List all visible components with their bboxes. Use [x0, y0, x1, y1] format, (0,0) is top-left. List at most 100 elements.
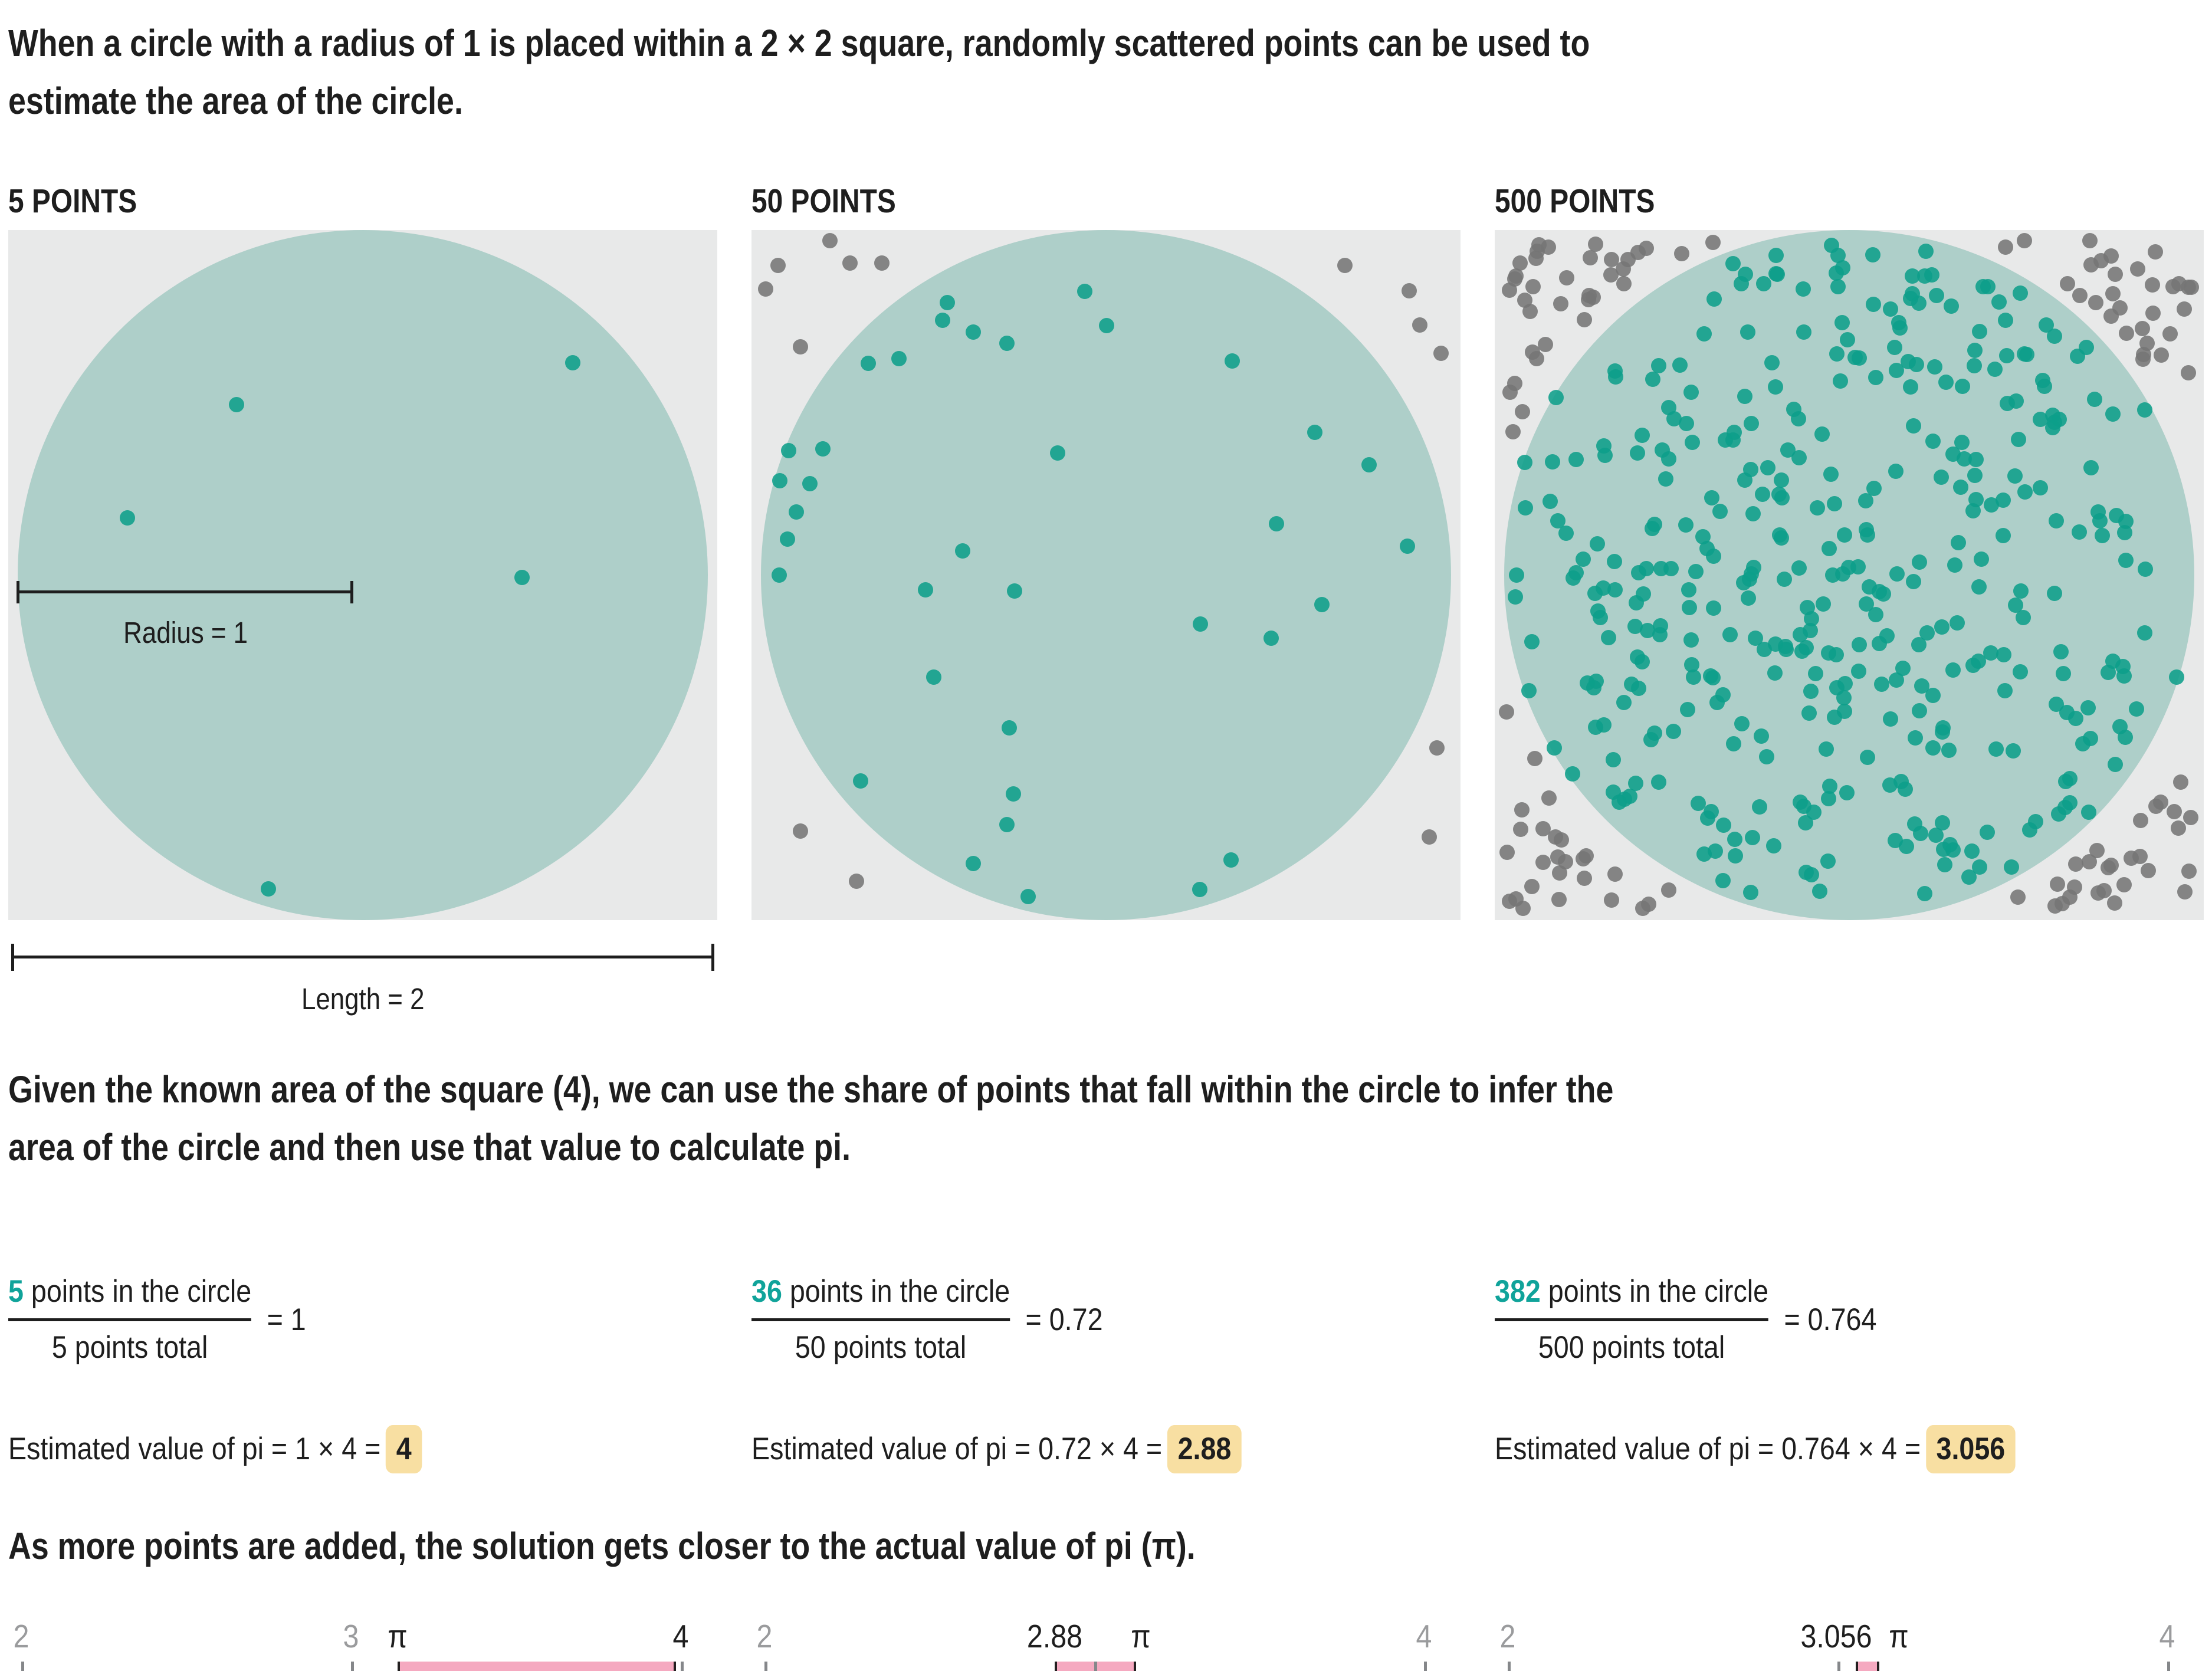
- scatter-dot-inside: [2059, 704, 2075, 720]
- scatter-dot-inside: [1716, 817, 1732, 833]
- scatter-dot-inside: [1760, 460, 1776, 476]
- panel-header-label: 500 POINTS: [1495, 182, 1655, 220]
- scatter-dot-inside: [1743, 566, 1759, 582]
- scatter-dot-inside: [1935, 720, 1951, 736]
- scatter-dot-inside: [1964, 843, 1980, 859]
- scatter-dot-inside: [1726, 736, 1742, 752]
- scatter-dot-inside: [1999, 348, 2015, 364]
- scatter-dot-inside: [2086, 392, 2102, 408]
- scatter-dot-inside: [1879, 628, 1895, 644]
- closing-heading-line: As more points are added, the solution g…: [8, 1525, 1196, 1567]
- scatter-dot-inside: [1816, 596, 1832, 612]
- scatter-dot-outside: [1553, 296, 1568, 312]
- scatter-dot-inside: [1050, 445, 1066, 461]
- scatter-dot-inside: [1700, 810, 1716, 826]
- scatter-dot-inside: [1899, 839, 1915, 855]
- scatter-dot-inside: [2004, 859, 2020, 875]
- scatter-dot-outside: [2134, 320, 2150, 336]
- scatter-dot-inside: [1696, 326, 1712, 342]
- scatter-dot-outside: [1552, 865, 1568, 881]
- intro-heading-line1: When a circle with a radius of 1 is plac…: [8, 22, 1590, 64]
- scatter-dot-inside: [1605, 751, 1621, 767]
- scatter-dot-inside: [1576, 551, 1591, 567]
- scatter-dot-inside: [1722, 626, 1738, 642]
- scatter-dot-inside: [1263, 631, 1279, 646]
- scatter-dot-inside: [2013, 285, 2029, 301]
- scatter-dot-inside: [1954, 435, 1970, 451]
- scatter-dot-inside: [2005, 743, 2021, 759]
- scatter-dot-inside: [1587, 586, 1603, 601]
- scatter-dot-inside: [1925, 434, 1941, 449]
- scatter-dot-inside: [2053, 644, 2069, 659]
- scatter-dot-inside: [1704, 490, 1719, 505]
- scatter-dot-inside: [1791, 560, 1807, 576]
- scatter-dot-inside: [2128, 701, 2144, 717]
- scatter-dot-outside: [1524, 879, 1540, 895]
- scatter-dot-inside: [1892, 320, 1908, 336]
- scatter-dot-outside: [2088, 294, 2103, 310]
- scatter-dot-inside: [1911, 702, 1927, 718]
- scatter-dot-inside: [1627, 775, 1643, 791]
- scatter-dot-outside: [1499, 844, 1515, 860]
- scatter-dot-inside: [1728, 848, 1744, 864]
- scatter-dot-inside: [2109, 507, 2125, 523]
- scatter-dot-outside: [1553, 832, 1569, 848]
- scatter-dot-inside: [1665, 723, 1681, 739]
- scatter-dot-inside: [1653, 618, 1669, 634]
- scatter-dot-outside: [1583, 249, 1599, 265]
- scatter-dot-inside: [1933, 469, 1949, 485]
- scatter-dot-inside: [2047, 329, 2063, 344]
- scatter-dot-inside: [1950, 615, 1965, 631]
- scatter-dot-outside: [1507, 376, 1522, 392]
- scatter-dot-outside: [2181, 863, 2197, 879]
- inscribed-circle: [761, 230, 1451, 920]
- scatter-dot-inside: [1840, 332, 1856, 348]
- scatter-dot-inside: [2007, 468, 2023, 484]
- scatter-dot-outside: [849, 873, 865, 889]
- scatter-dot-inside: [1967, 467, 1983, 483]
- scatter-dot-inside: [1630, 445, 1646, 461]
- scatter-dot-inside: [1907, 730, 1923, 746]
- scatter-dot-outside: [2135, 352, 2151, 367]
- number-line-500-points: 2 3.056 π 4: [1495, 1607, 2204, 1671]
- scatter-dot-outside: [842, 255, 858, 271]
- scatter-dot-inside: [1995, 528, 2011, 544]
- scatter-dot-outside: [1528, 350, 1544, 366]
- scatter-dot-inside: [1942, 836, 1958, 852]
- scatter-dot-inside: [1098, 317, 1114, 333]
- panel-header-label: 5 POINTS: [8, 182, 137, 220]
- inscribed-circle: [18, 230, 708, 920]
- scatter-dot-inside: [1683, 632, 1699, 648]
- scatter-dot-inside: [2137, 402, 2153, 418]
- scatter-dot-inside: [1836, 527, 1852, 543]
- scatter-dot-outside: [1429, 740, 1445, 756]
- scatter-dot-inside: [1672, 357, 1688, 373]
- scatter-dot-outside: [2103, 857, 2119, 873]
- scatter-dot-inside: [1796, 324, 1812, 340]
- scatter-dot-inside: [1758, 748, 1774, 764]
- scatter-dot-outside: [1638, 241, 1654, 257]
- scatter-dot-inside: [1705, 600, 1721, 616]
- scatter-dot-inside: [1715, 873, 1731, 889]
- scatter-dot-inside: [1967, 357, 1983, 373]
- scatter-dot-inside: [1825, 567, 1841, 583]
- scatter-dot-inside: [2112, 719, 2128, 735]
- scatter-dot-inside: [1975, 279, 1991, 295]
- scatter-dot-outside: [2116, 876, 2132, 892]
- scatter-dot-inside: [1767, 665, 1783, 681]
- scatter-dot-outside: [2181, 365, 2197, 381]
- fraction: 5 points in the circle 5 points total = …: [8, 1252, 713, 1387]
- scatter-dot-outside: [1576, 851, 1591, 867]
- scatter-dot-inside: [2137, 625, 2153, 641]
- scatter-dot-outside: [1558, 270, 1574, 286]
- scatter-dot-outside: [793, 823, 809, 839]
- scatter-dot-inside: [1546, 740, 1562, 756]
- scatter-dot-inside: [772, 472, 788, 488]
- scatter-dot-inside: [261, 881, 277, 897]
- scatter-dot-inside: [1507, 589, 1523, 605]
- pi-estimate-line: Estimated value of pi = 1 × 4 = 4: [8, 1425, 713, 1473]
- fraction-denominator: 5 points total: [51, 1329, 208, 1365]
- scatter-dot-outside: [1603, 892, 1619, 908]
- scatter-dot-inside: [1544, 454, 1560, 470]
- scatter-dot-inside: [1706, 291, 1722, 307]
